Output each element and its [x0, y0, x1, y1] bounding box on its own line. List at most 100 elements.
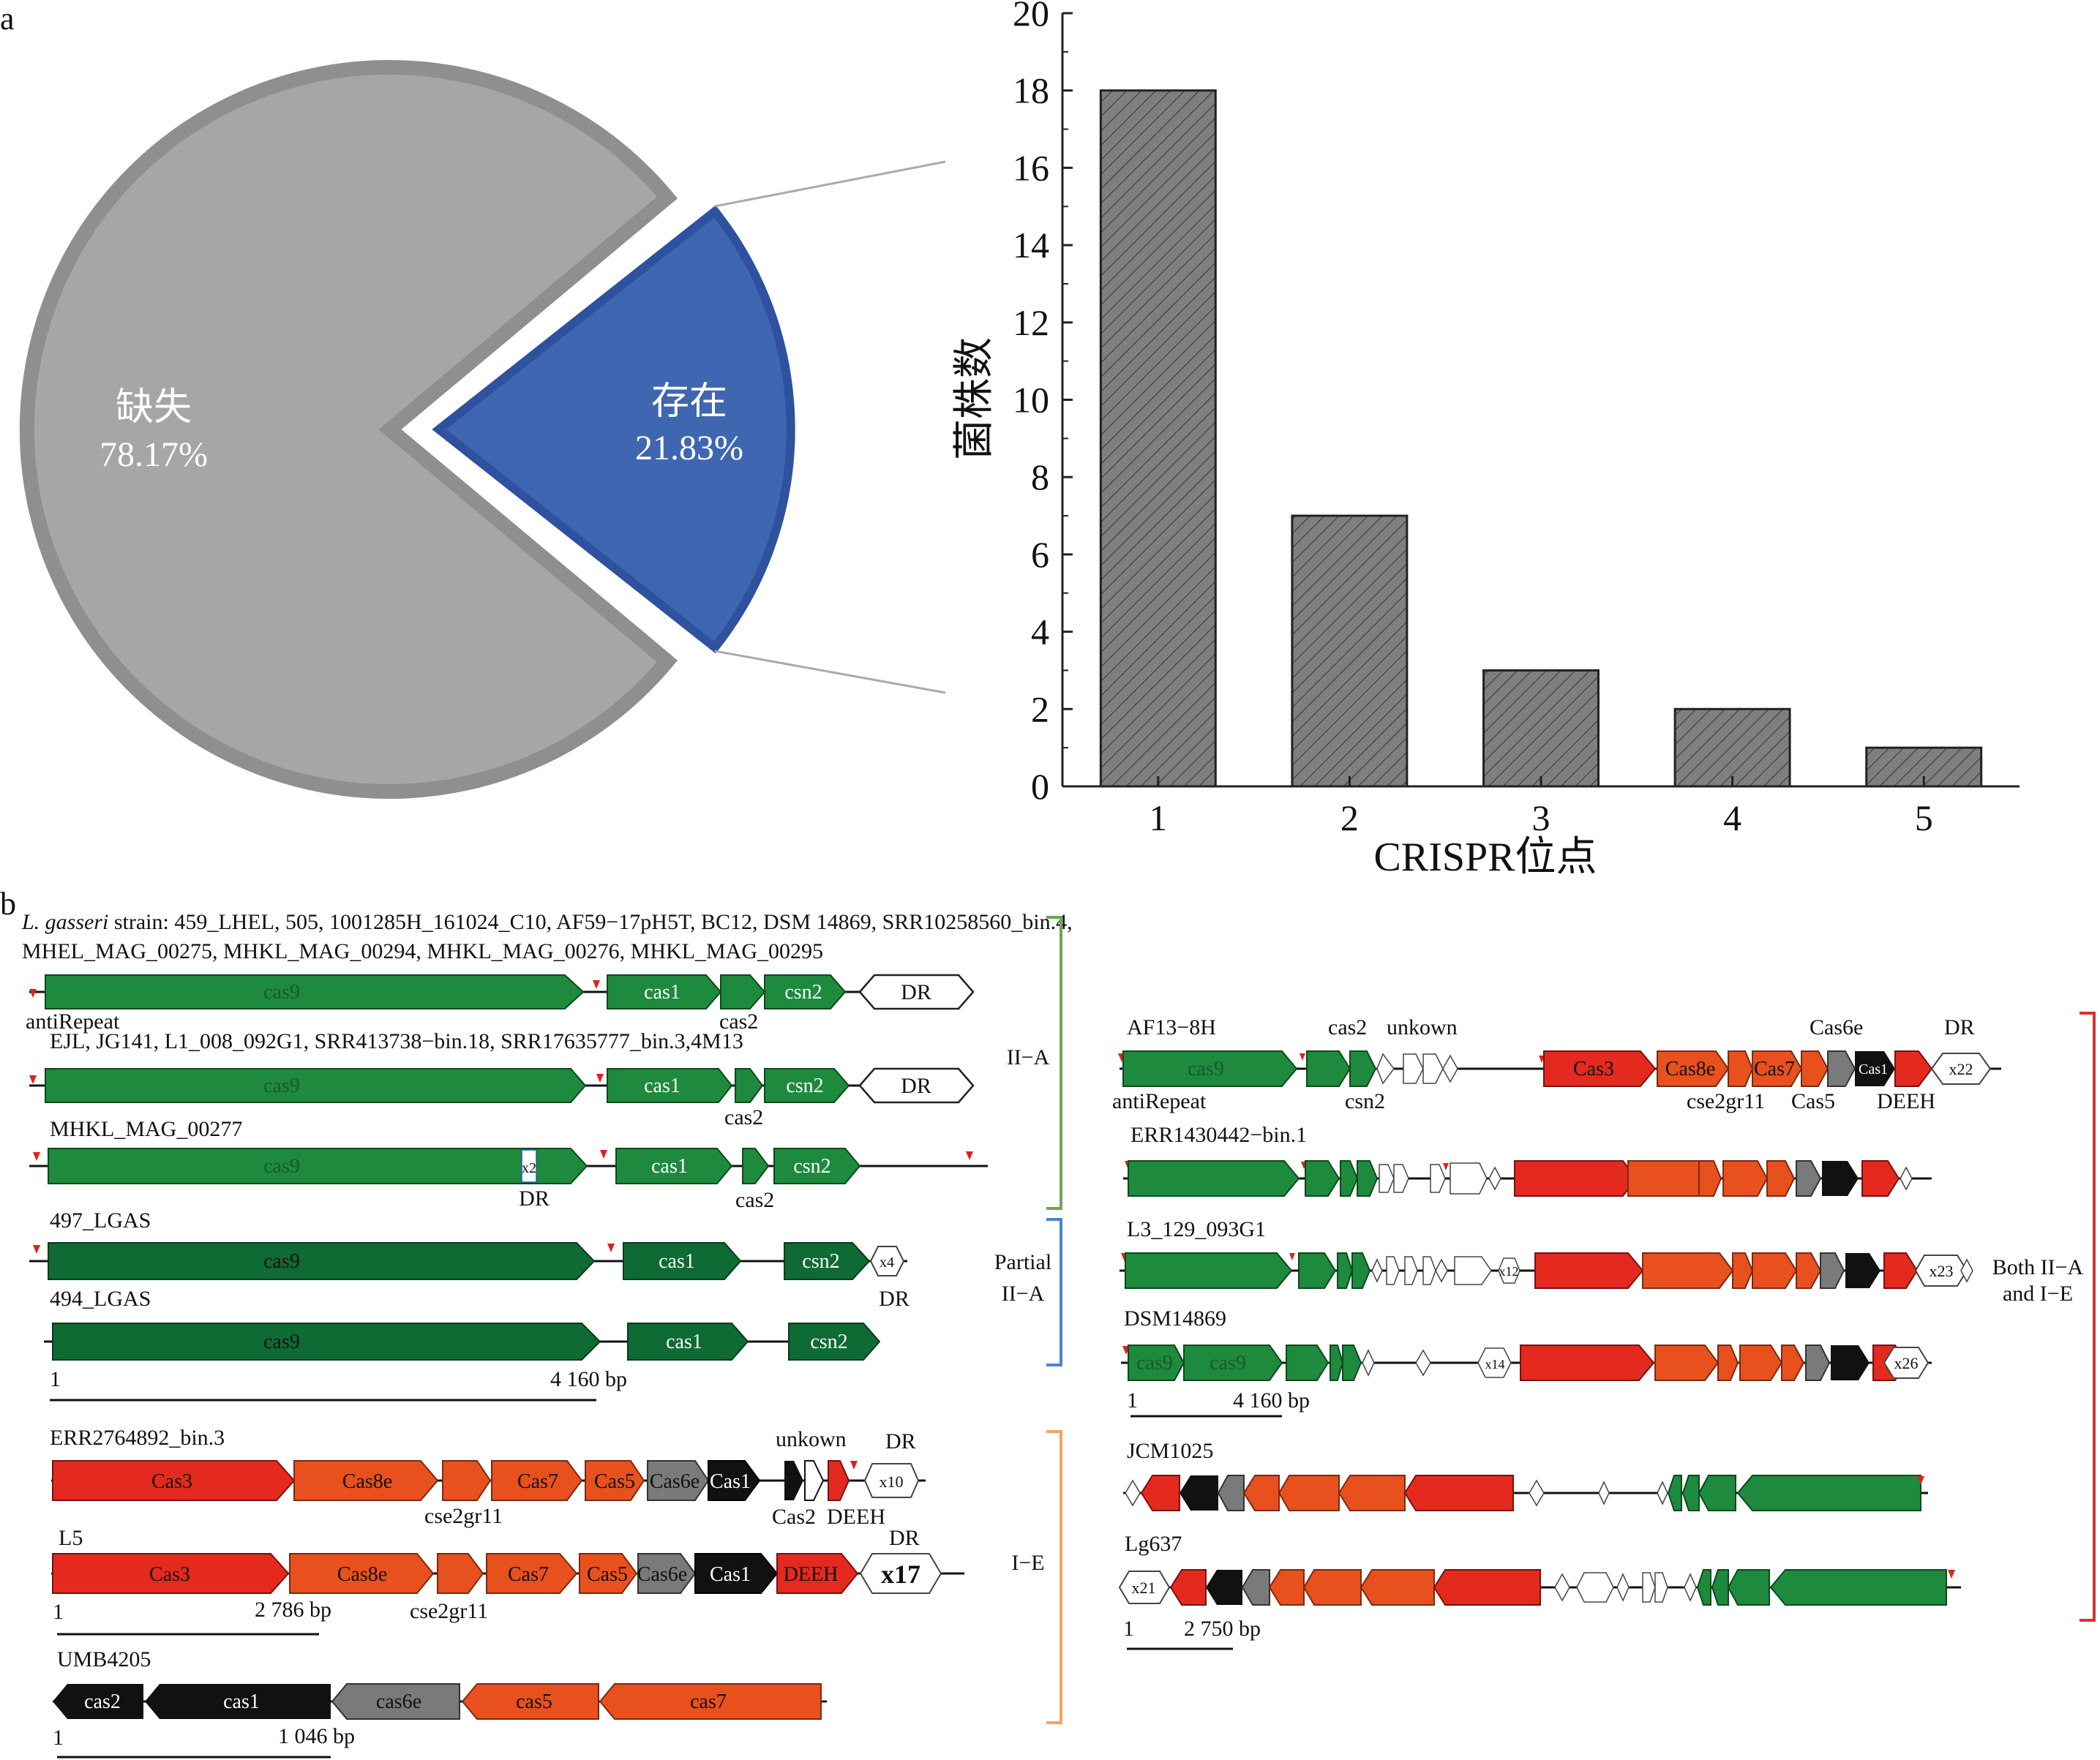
svg-text:csn2: csn2	[802, 1250, 839, 1273]
svg-text:Cas2: Cas2	[772, 1505, 816, 1529]
svg-text:Cas1: Cas1	[710, 1563, 751, 1586]
gene-cas8e	[289, 1553, 435, 1594]
svg-text:antiRepeat: antiRepeat	[26, 1009, 120, 1034]
svg-text:DEEH: DEEH	[827, 1505, 885, 1529]
gene-cas8e	[293, 1460, 439, 1501]
y-axis-label: 菌株数	[952, 337, 997, 460]
svg-text:DEEH: DEEH	[784, 1563, 839, 1586]
gene-cas7	[486, 1553, 578, 1594]
y-tick-label: 4	[1031, 612, 1049, 653]
x-tick-label: 2	[1340, 797, 1359, 838]
gene-cas8e	[1657, 1050, 1730, 1087]
svg-text:antiRepeat: antiRepeat	[1112, 1089, 1207, 1113]
strain-lg637: Lg637	[1125, 1532, 1182, 1556]
svg-text:cas7: cas7	[690, 1691, 727, 1713]
group-bracket-right: Both II−A and I−E	[1992, 1012, 2096, 1622]
gene-cas2	[784, 1461, 803, 1500]
bar-2	[1291, 514, 1409, 788]
gene-csn2	[784, 1242, 871, 1280]
svg-text:x4: x4	[880, 1255, 894, 1271]
y-tick-label: 14	[1013, 225, 1049, 266]
gene-cas1	[694, 1553, 779, 1594]
operon-row-8: UMB4205 cas2 cas1 cas6e cas5 cas7 1 1 04…	[53, 1647, 827, 1759]
svg-text:I−E: I−E	[1011, 1551, 1044, 1575]
svg-text:cas1: cas1	[659, 1250, 695, 1273]
operon-row-1: cas9 cas1 csn2 DR antiRepeat cas2 EJL, J…	[26, 974, 975, 1053]
pie-slice-missing	[19, 60, 678, 799]
svg-text:cas1: cas1	[223, 1691, 260, 1713]
svg-text:x12: x12	[1499, 1264, 1519, 1279]
pie-label-missing-name: 缺失	[116, 387, 192, 429]
gene-deeh	[776, 1553, 859, 1594]
svg-text:2 786 bp: 2 786 bp	[255, 1598, 331, 1622]
svg-text:Cas7: Cas7	[508, 1563, 549, 1586]
bracket-partial	[1046, 1218, 1062, 1366]
y-ticks: 0 2 4 6 8 10 12 14 16 18 20	[1013, 0, 1073, 807]
y-tick-label: 12	[1013, 302, 1049, 343]
bracket-ie	[1046, 1430, 1062, 1724]
svg-text:cas2: cas2	[84, 1691, 121, 1713]
marker-icon	[29, 989, 37, 998]
gene-cas5	[579, 1553, 638, 1594]
gene-cas9	[1122, 1050, 1298, 1087]
strain-header-1: L. gasseri strain: 459_LHEL, 505, 100128…	[21, 910, 1073, 934]
repeat-box	[869, 1246, 905, 1276]
x-axis-label: CRISPR位点	[1374, 835, 1597, 880]
svg-text:DR: DR	[519, 1187, 550, 1211]
svg-text:Both II−A: Both II−A	[1992, 1255, 2084, 1279]
svg-text:1: 1	[53, 1726, 64, 1750]
x-tick-label: 5	[1915, 797, 1933, 838]
gene-cas5	[461, 1683, 599, 1720]
gene-cse2gr11	[442, 1460, 492, 1501]
svg-text:x23: x23	[1930, 1262, 1954, 1280]
strain-l5: L5	[59, 1526, 83, 1550]
operon-jcm1025: JCM1025	[1123, 1439, 1928, 1511]
svg-text:1: 1	[53, 1600, 64, 1624]
svg-text:cse2gr11: cse2gr11	[424, 1504, 503, 1528]
svg-text:cas9: cas9	[263, 1155, 300, 1178]
pie-label-present-pct: 21.83%	[635, 429, 743, 467]
repeat-box	[521, 1149, 537, 1183]
svg-text:DR: DR	[1944, 1015, 1975, 1039]
svg-text:Cas3: Cas3	[151, 1470, 192, 1493]
svg-text:cas9: cas9	[1210, 1352, 1246, 1374]
gene-cas9	[52, 1323, 601, 1361]
svg-text:DR: DR	[879, 1287, 910, 1311]
y-tick-label: 6	[1031, 534, 1049, 575]
svg-text:Cas5: Cas5	[1791, 1089, 1835, 1113]
svg-text:Cas8e: Cas8e	[1665, 1058, 1715, 1080]
bar-1	[1099, 89, 1217, 788]
svg-text:II−A: II−A	[1002, 1282, 1045, 1306]
y-tick-label: 20	[1013, 0, 1049, 34]
gene-cas2	[742, 1148, 770, 1184]
gene-csn2	[764, 974, 847, 1009]
operon-lg637: Lg637 x21 1 2 750 bp	[1118, 1532, 1961, 1650]
strain-umb4205: UMB4205	[57, 1647, 151, 1671]
gene-dr	[858, 1067, 975, 1104]
svg-text:Cas8e: Cas8e	[342, 1470, 392, 1493]
svg-text:cas2: cas2	[735, 1188, 774, 1212]
svg-text:x21: x21	[1132, 1579, 1156, 1597]
operon-row-7: L5 DR Cas3 Cas8e Cas7 Cas5 Cas6e Cas1 DE…	[51, 1526, 964, 1636]
gene-cas1	[607, 974, 722, 1009]
svg-text:unkown: unkown	[1387, 1015, 1458, 1039]
gene-cas6e	[331, 1683, 460, 1720]
strain-header-3: EJL, JG141, L1_008_092G1, SRR413738−bin.…	[50, 1029, 743, 1053]
strain-af13: AF13−8H	[1127, 1015, 1216, 1039]
svg-text:Cas5: Cas5	[594, 1470, 635, 1493]
operon-err1430442: ERR1430442−bin.1	[1123, 1123, 1932, 1197]
marker-icon	[593, 980, 600, 989]
y-tick-label: 8	[1031, 456, 1049, 497]
strain-err2764892: ERR2764892_bin.3	[50, 1426, 225, 1450]
gene-cas6e	[637, 1553, 697, 1594]
gene-cas1	[627, 1323, 749, 1361]
y-tick-label: 18	[1013, 70, 1049, 111]
svg-text:x17: x17	[881, 1560, 920, 1589]
connector-line-bottom	[714, 650, 946, 694]
gene-cas2	[53, 1684, 143, 1719]
svg-text:x10: x10	[880, 1473, 904, 1491]
operon-dsm14869: DSM14869 cas9 cas9 x14 x26 1 4 160 bp	[1121, 1306, 1932, 1418]
gene-cas1	[1855, 1051, 1895, 1086]
svg-text:cse2gr11: cse2gr11	[410, 1599, 488, 1623]
